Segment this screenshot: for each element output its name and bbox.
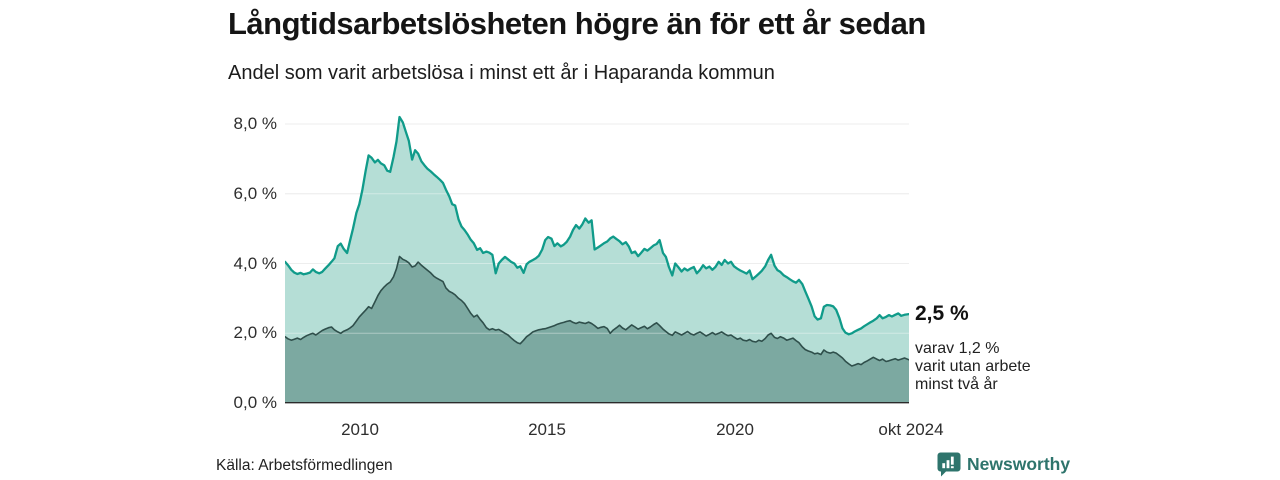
area-chart <box>285 115 909 404</box>
x-tick-label-2020: 2020 <box>716 420 754 439</box>
annotation-line-2: varit utan arbete <box>915 358 1031 375</box>
y-tick-label-2: 2,0 % <box>233 323 277 342</box>
annotation-line-3: minst två år <box>915 376 998 393</box>
y-tick-label-6: 6,0 % <box>233 184 277 203</box>
source-credit: Källa: Arbetsförmedlingen <box>216 457 393 474</box>
y-tick-label-0: 0,0 % <box>233 393 277 412</box>
latest-value-label: 2,5 % <box>915 302 969 325</box>
x-tick-label-2010: 2010 <box>341 420 379 439</box>
x-tick-label-2015: 2015 <box>528 420 566 439</box>
newsworthy-logo-text: Newsworthy <box>967 454 1071 474</box>
newsworthy-logo-icon <box>937 452 961 477</box>
chart-subtitle: Andel som varit arbetslösa i minst ett å… <box>228 62 775 84</box>
page-title: Långtidsarbetslösheten högre än för ett … <box>228 6 926 41</box>
y-tick-label-8: 8,0 % <box>233 114 277 133</box>
x-tick-label-okt-2024: okt 2024 <box>878 420 944 439</box>
y-tick-label-4: 4,0 % <box>233 254 277 273</box>
annotation-line-1: varav 1,2 % <box>915 340 1000 357</box>
